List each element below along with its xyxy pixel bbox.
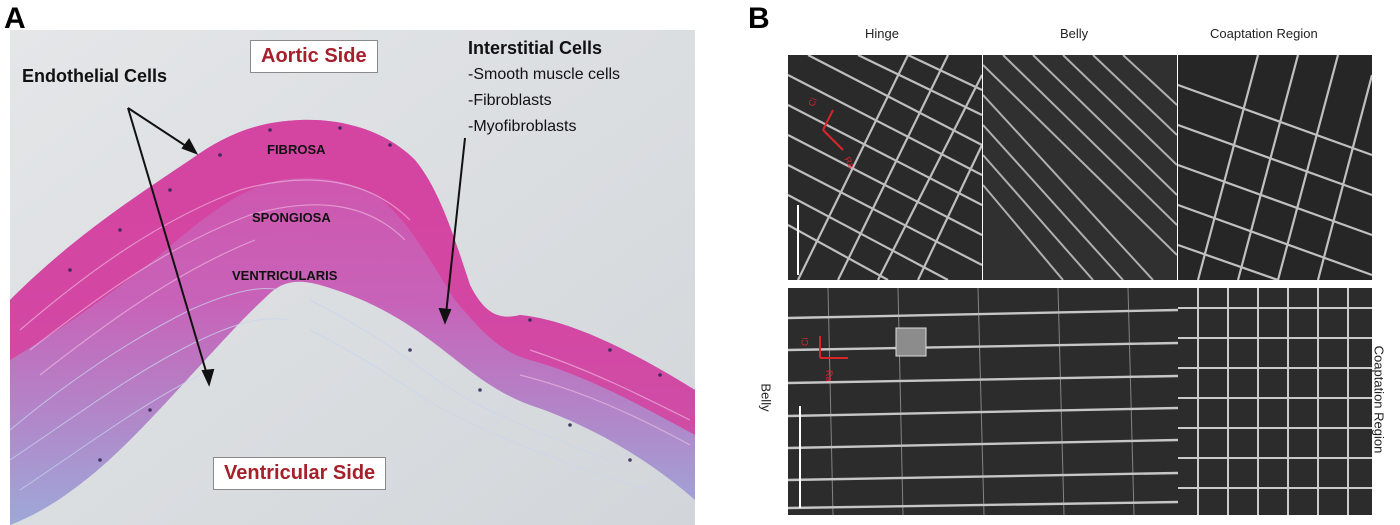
debris-particle: [895, 327, 927, 357]
interstitial-cells-title: Interstitial Cells: [468, 38, 603, 58]
axis-bottom-label-b: Ra: [824, 370, 834, 382]
axis-marker-bottom: [819, 336, 848, 359]
axis-top-label-a: Ci: [806, 96, 818, 107]
axis-marker-top: [822, 109, 844, 151]
panel-a-letter: A: [4, 2, 26, 35]
fibrosa-band: [10, 119, 695, 436]
interstitial-item-smooth-muscle: -Smooth muscle cells: [468, 66, 621, 83]
interstitial-item-myofibroblasts: -Myofibroblasts: [468, 118, 577, 135]
aortic-side-label: Aortic Side: [250, 40, 378, 73]
endothelial-cells-label: Endothelial Cells: [22, 66, 168, 86]
axis-bottom-label-a: Ci: [800, 338, 810, 347]
layer-fibrosa: FIBROSA: [267, 142, 326, 157]
column-coaptation-region: Coaptation Region: [1210, 26, 1318, 41]
histology-image: Aortic Side Ventricular Side Endothelial…: [10, 30, 695, 525]
sem-bottom-texture: Ci Ra: [788, 288, 1372, 515]
column-hinge: Hinge: [865, 26, 899, 41]
sem-belly-texture: [983, 55, 1177, 280]
layer-ventricularis: VENTRICULARIS: [232, 268, 338, 283]
histology-micrograph: [10, 30, 695, 525]
interstitial-item-fibroblasts: -Fibroblasts: [468, 92, 552, 109]
sem-coaptation-tile: [1178, 55, 1372, 280]
sem-belly-tile: [983, 55, 1177, 280]
cell-nuclei: [68, 126, 662, 462]
panel-b-letter: B: [748, 2, 770, 35]
bottom-left-belly-label: Belly: [758, 383, 774, 412]
pointer-arrows: [127, 107, 466, 387]
axis-top-label-b: Ra: [842, 155, 856, 170]
sem-hinge-tile: Ci Ra: [788, 55, 982, 280]
layer-spongiosa: SPONGIOSA: [252, 210, 331, 225]
sem-coaptation-texture: [1178, 55, 1372, 280]
sem-belly-coaptation-tile: Ci Ra: [788, 288, 1372, 515]
collagen-fibers: [19, 179, 691, 446]
spongiosa-fibers: [10, 287, 651, 491]
column-belly: Belly: [1060, 26, 1089, 41]
ventricular-side-label: Ventricular Side: [213, 457, 387, 490]
sem-hinge-texture: Ci Ra: [788, 55, 982, 280]
bottom-right-coaptation-label: Coaptation Region: [1371, 345, 1387, 454]
